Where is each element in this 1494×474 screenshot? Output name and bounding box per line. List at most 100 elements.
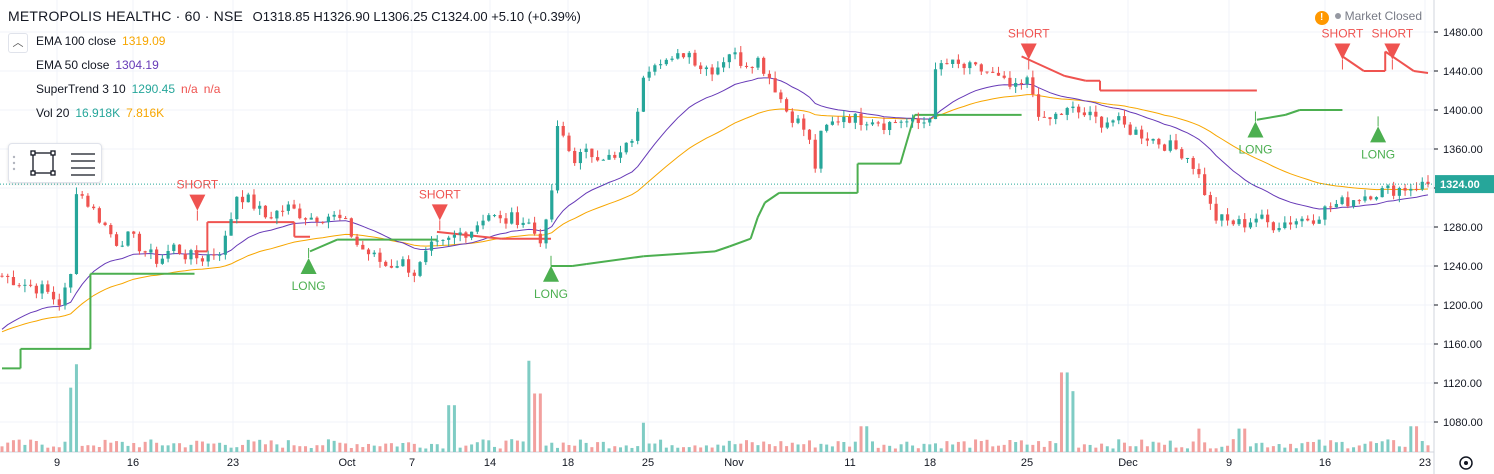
candle-body: [235, 196, 239, 220]
candle-body: [991, 71, 995, 73]
volume-bar: [304, 446, 308, 452]
volume-bar: [63, 441, 67, 452]
candle-body: [664, 59, 668, 65]
volume-bar: [349, 447, 353, 452]
ohlc-readout: O1318.85 H1326.90 L1306.25 C1324.00 +5.1…: [252, 9, 581, 24]
volume-bar: [807, 440, 811, 452]
symbol-title[interactable]: METROPOLIS HEALTHC · 60 · NSE: [8, 8, 244, 24]
indicator-ema50-value: 1304.19: [115, 58, 159, 72]
volume-bar: [69, 387, 73, 452]
candle-body: [870, 122, 875, 125]
candle-body: [658, 64, 663, 66]
volume-bar: [17, 439, 21, 452]
volume-bar: [315, 445, 319, 452]
candle-body: [246, 194, 250, 203]
volume-bar: [1226, 445, 1230, 452]
indicator-supertrend-value3: n/a: [203, 82, 221, 96]
x-tick-label: 16: [127, 457, 139, 469]
candle-body: [92, 206, 96, 209]
candle-body: [779, 92, 783, 100]
candle-body: [132, 231, 136, 234]
volume-bar: [160, 445, 164, 452]
volume-bar: [521, 441, 525, 452]
x-tick-label: 16: [1319, 457, 1331, 469]
long-signal-marker: [1370, 126, 1387, 143]
drag-handle-icon[interactable]: [12, 155, 16, 171]
short-signal-marker: [189, 194, 206, 211]
candle-body: [418, 262, 422, 276]
volume-bar: [682, 447, 686, 452]
volume-bar: [246, 439, 250, 452]
candle-body: [515, 212, 520, 225]
chevron-up-icon[interactable]: ︿: [8, 33, 28, 53]
warning-icon[interactable]: !: [1314, 11, 1329, 25]
candle-body: [613, 154, 617, 158]
supertrend-segment: [1285, 109, 1300, 116]
indicator-ema50[interactable]: EMA 50 close 1304.19: [36, 58, 159, 72]
volume-bar: [813, 447, 817, 452]
volume-bar: [452, 405, 456, 452]
indicator-volume[interactable]: Vol 20 16.918K 7.816K: [36, 106, 164, 120]
volume-bar: [298, 446, 302, 452]
volume-bar: [641, 422, 645, 452]
candle-body: [103, 222, 107, 226]
volume-bar: [212, 443, 216, 452]
volume-bar: [573, 445, 577, 452]
candle-body: [1105, 122, 1109, 128]
volume-bar: [956, 441, 960, 452]
rectangle-select-icon[interactable]: [30, 150, 56, 176]
candle-body: [1346, 197, 1350, 207]
candle-body: [1031, 77, 1035, 95]
candle-body: [34, 285, 38, 294]
candle-body: [1254, 218, 1258, 223]
indicator-ema100[interactable]: EMA 100 close 1319.09: [36, 34, 165, 48]
candle-body: [1283, 222, 1287, 229]
volume-bar: [109, 442, 113, 452]
candle-body: [825, 124, 829, 131]
candle-body: [933, 69, 938, 120]
candle-body: [57, 299, 61, 306]
candle-body: [1392, 185, 1396, 196]
volume-bar: [1386, 439, 1390, 452]
volume-bar: [0, 446, 4, 452]
candle-body: [464, 232, 468, 238]
volume-bar: [951, 444, 955, 452]
gear-icon[interactable]: [1459, 456, 1473, 470]
candle-body: [1099, 116, 1104, 128]
x-tick-label: 23: [1419, 457, 1431, 469]
volume-bar: [785, 446, 789, 452]
x-tick-label: 18: [924, 457, 936, 469]
volume-bar: [235, 447, 239, 452]
candle-body: [916, 118, 920, 123]
volume-bar: [1077, 447, 1081, 452]
candle-body: [1185, 157, 1190, 159]
candle-body: [1329, 206, 1333, 208]
volume-bar: [699, 447, 703, 452]
volume-bar: [550, 442, 554, 452]
volume-bar: [92, 445, 96, 452]
candle-body: [699, 65, 703, 70]
candle-body: [710, 67, 714, 75]
volume-bar: [825, 444, 829, 452]
volume-bar: [533, 393, 537, 452]
candle-body: [1180, 149, 1184, 159]
volume-bar: [750, 442, 754, 452]
candle-body: [258, 205, 262, 209]
candle-body: [767, 73, 772, 79]
candle-body: [1260, 214, 1264, 219]
candle-body: [29, 284, 33, 286]
candle-body: [17, 285, 21, 287]
candle-body: [910, 118, 915, 122]
candle-body: [945, 63, 949, 65]
candle-body: [899, 121, 903, 123]
volume-bar: [1191, 441, 1195, 452]
supertrend-segment: [728, 237, 751, 248]
candle-body: [6, 275, 10, 278]
volume-bar: [739, 443, 743, 452]
list-icon[interactable]: [71, 153, 95, 176]
indicator-supertrend[interactable]: SuperTrend 3 10 1290.45 n/a n/a: [36, 82, 220, 96]
supertrend-segment: [643, 252, 687, 258]
volume-bar: [34, 440, 38, 452]
supertrend-segment: [1064, 74, 1086, 82]
